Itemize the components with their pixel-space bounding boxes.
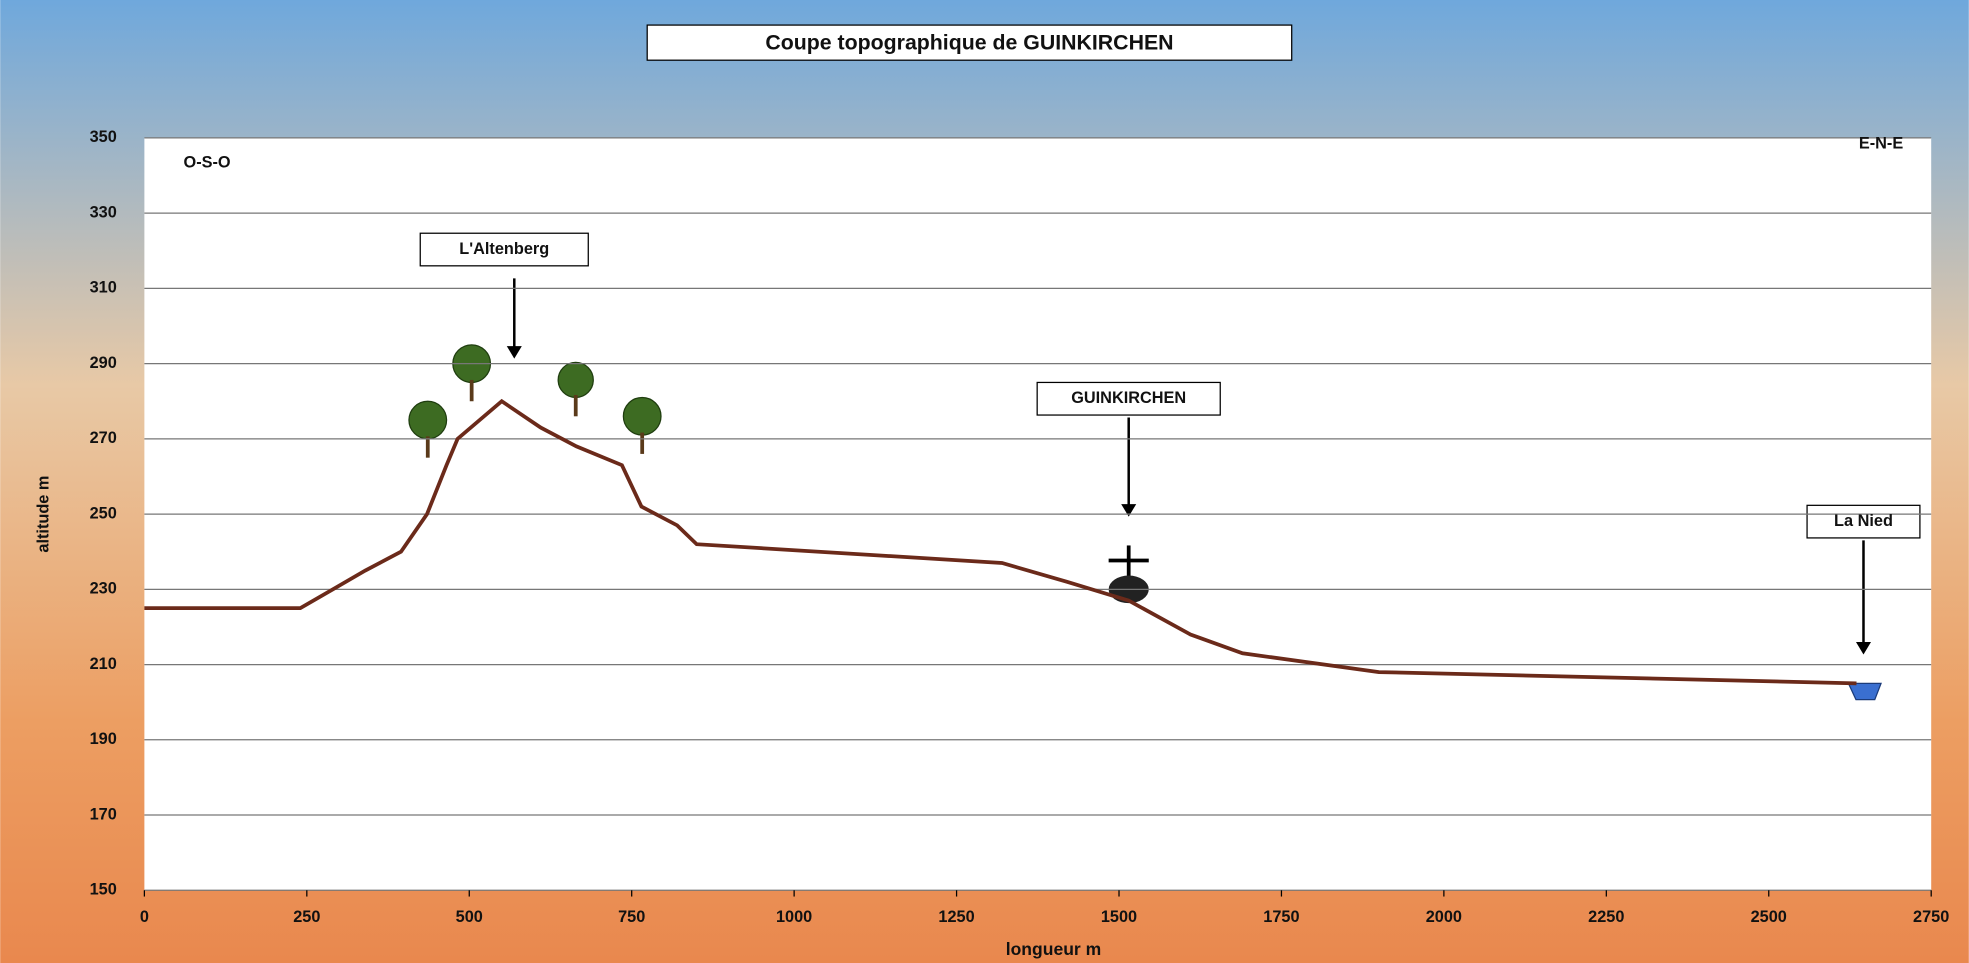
x-tick-label: 2250 <box>1588 908 1624 926</box>
x-tick-label: 2500 <box>1751 908 1787 926</box>
x-tick-label: 1750 <box>1263 908 1299 926</box>
x-tick-label: 750 <box>618 908 645 926</box>
y-tick-label: 330 <box>90 203 117 221</box>
x-tick-label: 2000 <box>1426 908 1462 926</box>
annotation: E-N-E <box>1859 135 1903 153</box>
annotation: O-S-O <box>184 153 231 171</box>
x-tick-label: 250 <box>293 908 320 926</box>
x-tick-label: 0 <box>140 908 149 926</box>
y-tick-label: 190 <box>90 730 117 748</box>
x-axis-label: longueur m <box>1006 939 1102 959</box>
y-tick-label: 250 <box>90 504 117 522</box>
annotation: L'Altenberg <box>459 240 549 258</box>
x-tick-label: 500 <box>456 908 483 926</box>
x-tick-label: 1500 <box>1101 908 1137 926</box>
chart: Coupe topographique de GUINKIRCHEN longu… <box>0 0 1969 963</box>
x-tick-label: 1000 <box>776 908 812 926</box>
y-tick-label: 230 <box>90 580 117 598</box>
y-tick-label: 270 <box>90 429 117 447</box>
annotation: GUINKIRCHEN <box>1071 389 1186 407</box>
y-tick-label: 210 <box>90 655 117 673</box>
annotation: La Nied <box>1834 512 1893 530</box>
y-tick-label: 150 <box>90 881 117 899</box>
page: Coupe topographique de GUINKIRCHEN longu… <box>0 0 1969 963</box>
chart-title: Coupe topographique de GUINKIRCHEN <box>765 31 1173 55</box>
y-axis-label: altitude m <box>34 476 52 553</box>
x-tick-label: 2750 <box>1913 908 1949 926</box>
y-tick-label: 170 <box>90 805 117 823</box>
y-tick-label: 350 <box>90 128 117 146</box>
y-tick-label: 310 <box>90 279 117 297</box>
x-tick-label: 1250 <box>938 908 974 926</box>
y-tick-label: 290 <box>90 354 117 372</box>
